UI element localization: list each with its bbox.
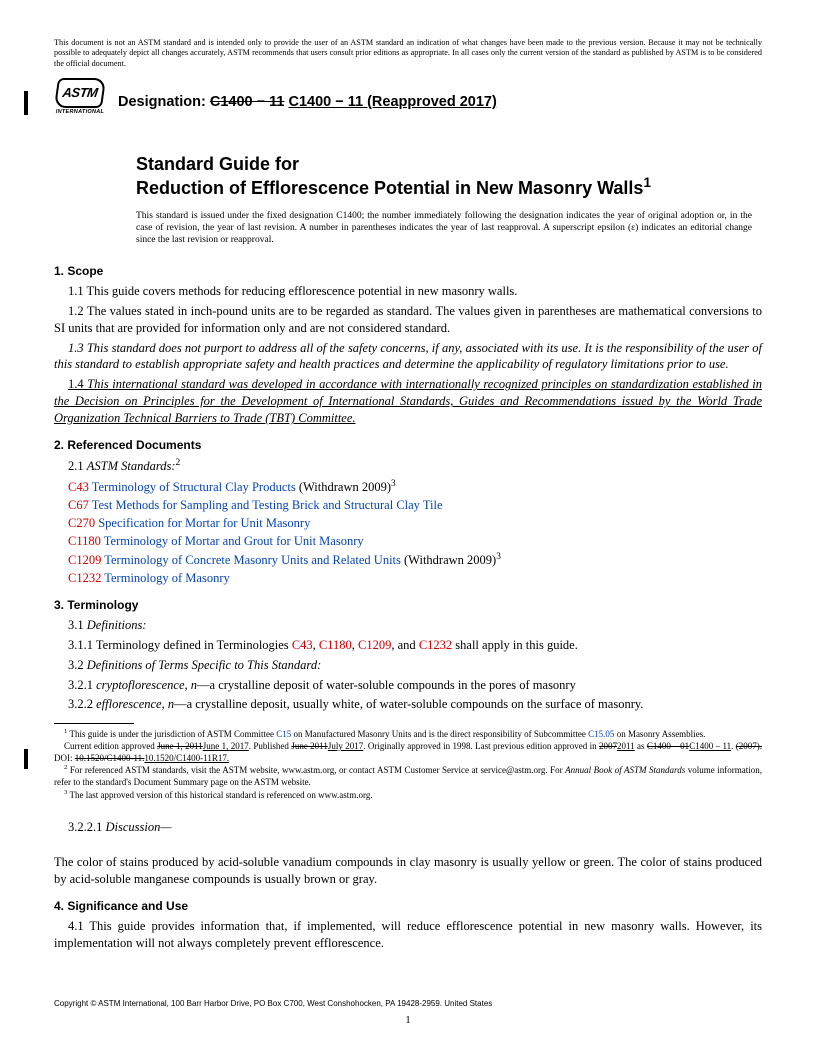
section-4-head: 4. Significance and Use: [54, 898, 762, 914]
reference-item: C67 Test Methods for Sampling and Testin…: [54, 497, 762, 514]
ref-title[interactable]: Test Methods for Sampling and Testing Br…: [92, 498, 443, 512]
para-3-2: 3.2 Definitions of Terms Specific to Thi…: [54, 657, 762, 674]
disclaimer-text: This document is not an ASTM standard an…: [54, 38, 762, 69]
section-1-head: 1. Scope: [54, 263, 762, 279]
ref-title[interactable]: Terminology of Masonry: [104, 571, 230, 585]
term-link[interactable]: C43: [292, 638, 313, 652]
footnote-3: 3 The last approved version of this hist…: [54, 789, 762, 802]
para-3-2-2-1: 3.2.2.1 Discussion—: [54, 819, 762, 836]
reference-item: C270 Specification for Mortar for Unit M…: [54, 515, 762, 532]
ref-code[interactable]: C1209: [68, 553, 101, 567]
astm-logo: ASTM INTERNATIONAL: [54, 77, 106, 129]
reference-item: C1180 Terminology of Mortar and Grout fo…: [54, 533, 762, 550]
para-3-2-2: 3.2.2 efflorescence, n—a crystalline dep…: [54, 696, 762, 713]
ref-code[interactable]: C1180: [68, 534, 101, 548]
footnote-1: 1 This guide is under the jurisdiction o…: [54, 728, 762, 741]
ref-code[interactable]: C67: [68, 498, 89, 512]
section-3-head: 3. Terminology: [54, 597, 762, 613]
issuance-note: This standard is issued under the fixed …: [136, 210, 762, 247]
term-link[interactable]: C1209: [358, 638, 391, 652]
change-bar-icon: [24, 91, 28, 115]
copyright-text: Copyright © ASTM International, 100 Barr…: [54, 999, 492, 1010]
para-3-2-1: 3.2.1 cryptoflorescence, n—a crystalline…: [54, 677, 762, 694]
reference-item: C1232 Terminology of Masonry: [54, 570, 762, 587]
reference-item: C43 Terminology of Structural Clay Produ…: [54, 478, 762, 496]
term-link[interactable]: C1180: [319, 638, 352, 652]
page-number: 1: [0, 1013, 816, 1028]
link-c15[interactable]: C15: [276, 729, 291, 739]
designation-label: Designation:: [118, 94, 206, 110]
reference-list: C43 Terminology of Structural Clay Produ…: [54, 478, 762, 587]
logo-text: ASTM: [54, 78, 106, 108]
ref-title[interactable]: Terminology of Concrete Masonry Units an…: [104, 553, 401, 567]
footnotes-block: 1 This guide is under the jurisdiction o…: [54, 728, 762, 801]
change-bar-icon: [24, 749, 28, 769]
footnote-2: 2 For referenced ASTM standards, visit t…: [54, 764, 762, 788]
para-1-3: 1.3 This standard does not purport to ad…: [54, 340, 762, 374]
term-link[interactable]: C1232: [419, 638, 452, 652]
title-line2: Reduction of Efflorescence Potential in …: [136, 175, 762, 200]
logo-subtext: INTERNATIONAL: [56, 109, 104, 116]
discussion-body: The color of stains produced by acid-sol…: [54, 854, 762, 888]
designation-line: Designation: C1400 − 11 C1400 − 11 (Reap…: [118, 93, 497, 113]
ref-code[interactable]: C1232: [68, 571, 101, 585]
title-block: Standard Guide for Reduction of Efflores…: [136, 153, 762, 200]
section-2-head: 2. Referenced Documents: [54, 437, 762, 453]
ref-title[interactable]: Terminology of Structural Clay Products: [92, 480, 296, 494]
designation-old: C1400 − 11: [210, 94, 285, 110]
para-4-1: 4.1 This guide provides information that…: [54, 918, 762, 952]
para-1-4: 1.4 This international standard was deve…: [54, 376, 762, 427]
ref-title[interactable]: Terminology of Mortar and Grout for Unit…: [104, 534, 364, 548]
designation-new: C1400 − 11 (Reapproved 2017): [288, 94, 496, 110]
ref-code[interactable]: C270: [68, 516, 95, 530]
ref-code[interactable]: C43: [68, 480, 89, 494]
header-row: ASTM INTERNATIONAL Designation: C1400 − …: [54, 77, 762, 129]
ref-title[interactable]: Specification for Mortar for Unit Masonr…: [98, 516, 310, 530]
footnote-1b: Current edition approved June 1, 2011Jun…: [54, 741, 762, 764]
link-c15-05[interactable]: C15.05: [588, 729, 614, 739]
para-2-1: 2.1 ASTM Standards:2: [54, 457, 762, 475]
para-1-2: 1.2 The values stated in inch-pound unit…: [54, 303, 762, 337]
para-1-1: 1.1 This guide covers methods for reduci…: [54, 283, 762, 300]
footnote-rule: [54, 723, 134, 724]
para-3-1: 3.1 Definitions:: [54, 617, 762, 634]
reference-item: C1209 Terminology of Concrete Masonry Un…: [54, 551, 762, 569]
title-line1: Standard Guide for: [136, 153, 762, 176]
para-3-1-1: 3.1.1 Terminology defined in Terminologi…: [54, 637, 762, 654]
